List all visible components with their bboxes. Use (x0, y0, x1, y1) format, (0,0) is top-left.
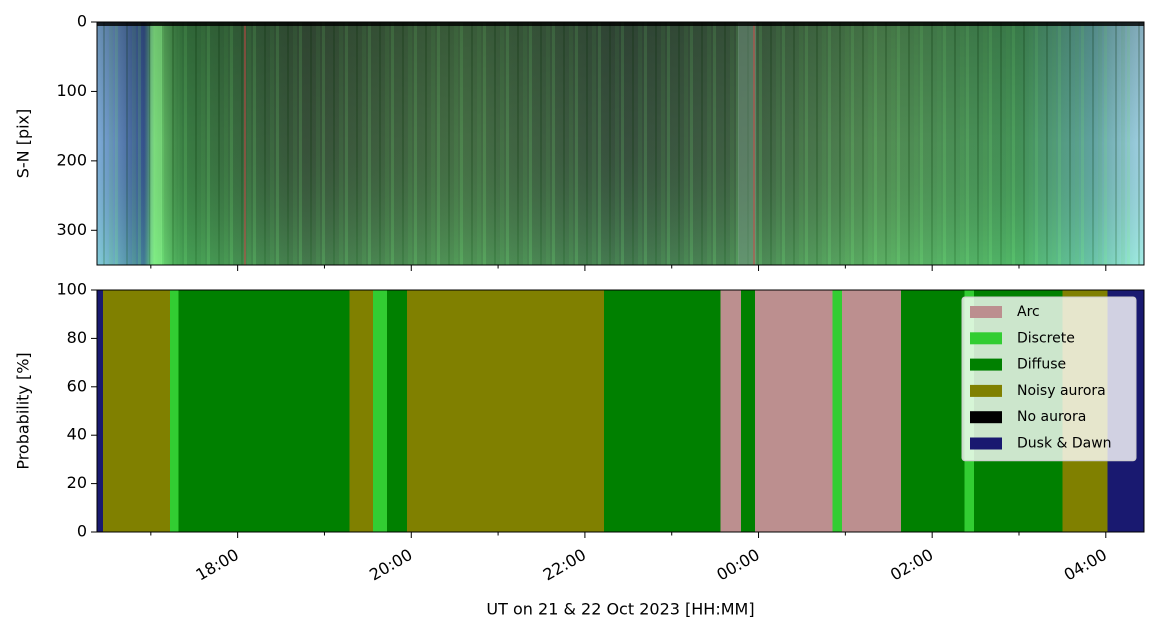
area-segment (169, 290, 179, 532)
area-segment (373, 290, 387, 532)
y-tick-label: 60 (67, 376, 87, 395)
area-segment (755, 290, 833, 532)
y-tick-label: 300 (56, 220, 87, 239)
legend-label: Diffuse (1017, 357, 1066, 373)
y-tick-label: 20 (67, 473, 87, 492)
area-segment (103, 290, 170, 532)
area-segment (741, 290, 756, 532)
area-segment (349, 290, 374, 532)
area-segment (406, 290, 605, 532)
x-tick-label: 04:00 (1061, 545, 1110, 585)
area-segment (841, 290, 901, 532)
axes-frame (96, 289, 1145, 533)
y-axis-label: Probability [%] (14, 352, 33, 469)
y-tick-label: 200 (56, 150, 87, 169)
y-tick-label: 100 (56, 280, 87, 299)
x-axis-label: UT on 21 & 22 Oct 2023 [HH:MM] (486, 600, 754, 619)
y-axis-label: S-N [pix] (14, 109, 33, 179)
keogram-image (97, 22, 1144, 265)
x-tick-label: 02:00 (887, 545, 936, 585)
legend-swatch (970, 332, 1002, 345)
y-tick-label: 80 (67, 328, 87, 347)
legend-swatch (970, 358, 1002, 371)
y-tick-label: 100 (56, 81, 87, 100)
legend-label: Arc (1017, 304, 1040, 320)
legend-label: Dusk & Dawn (1017, 436, 1112, 452)
y-tick-label: 0 (77, 12, 87, 31)
area-segment (720, 290, 742, 532)
area-segment (604, 290, 721, 532)
legend: Arc Discrete Diffuse Noisy aurora No aurora D… (961, 296, 1137, 462)
y-tick-label: 0 (77, 522, 87, 541)
axes-frame (96, 21, 1145, 266)
legend-box (961, 296, 1137, 462)
y-tick-label: 40 (67, 425, 87, 444)
plot-area: 0 100 200 300 S-N [pix] 0 20 40 60 80 100 18:00 20:0… (14, 12, 1145, 619)
area-segment (178, 290, 350, 532)
legend-swatch (970, 411, 1002, 424)
x-tick-label: 00:00 (713, 545, 762, 585)
legend-label: Discrete (1017, 330, 1075, 346)
legend-swatch (970, 437, 1002, 450)
x-tick-label: 22:00 (540, 545, 589, 585)
legend-label: Noisy aurora (1017, 383, 1106, 399)
area-segment (386, 290, 407, 532)
area-segment (832, 290, 842, 532)
x-tick-label: 20:00 (366, 545, 415, 585)
legend-label: No aurora (1017, 409, 1086, 425)
area-segment (97, 290, 104, 532)
x-tick-label: 18:00 (192, 545, 241, 585)
legend-swatch (970, 384, 1002, 397)
area-segment (900, 290, 965, 532)
legend-swatch (970, 306, 1002, 318)
